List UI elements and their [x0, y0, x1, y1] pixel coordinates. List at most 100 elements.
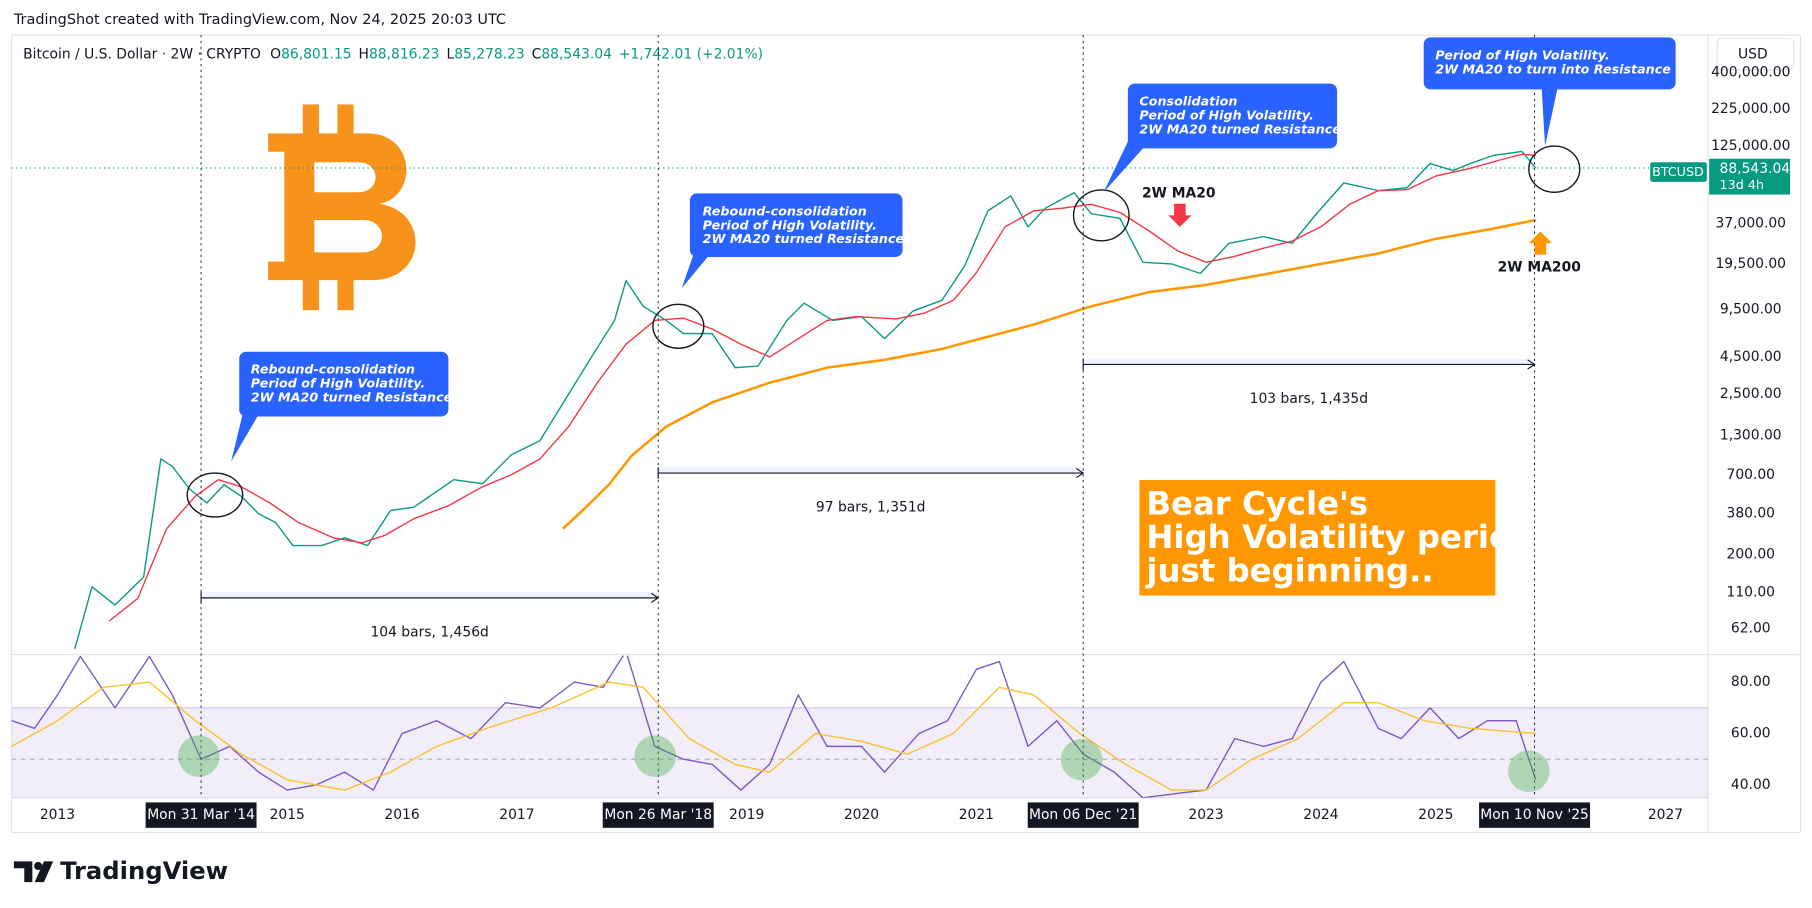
x-tick-label: 2019: [729, 807, 764, 823]
currency: USD: [1738, 47, 1768, 63]
y-tick-label: 4,500.00: [1720, 349, 1782, 365]
y-tick-label: 9,500.00: [1720, 302, 1782, 318]
brand-logo: [13, 861, 54, 883]
callout-text: 2W MA20 turned Resistance.: [1139, 121, 1345, 136]
series-line: [562, 218, 1536, 530]
y-tick-label: 400,000.00: [1711, 64, 1790, 80]
callout-text: Period of High Volatility.: [251, 376, 425, 391]
x-tick-label: 2021: [959, 807, 994, 823]
ma-label: 2W MA200: [1498, 259, 1581, 275]
callout-shapes: [231, 37, 1676, 462]
callout-text: 2W MA20 turned Resistance.: [251, 389, 457, 404]
callout-text: Period of High Volatility.: [1435, 47, 1609, 62]
note-text: Bear Cycle's: [1146, 484, 1368, 522]
marker-box: [602, 802, 714, 828]
arrow-down: [1168, 203, 1192, 227]
y-tick-label: 2,500.00: [1720, 386, 1782, 402]
callout-text: Period of High Volatility.: [703, 217, 877, 232]
callout-text: Consolidation: [1139, 94, 1237, 109]
note-text: just beginning..: [1144, 551, 1433, 589]
y-tick-label: 200.00: [1727, 546, 1776, 562]
range-arrow: [1075, 467, 1085, 479]
ohlc-key: H: [359, 47, 369, 63]
x-tick-label: 2017: [499, 807, 534, 823]
x-tick-label: 2020: [844, 807, 879, 823]
ma-label: 2W MA20: [1142, 185, 1216, 201]
change: +1,742.01 (+2.01%): [619, 47, 763, 63]
ohlc-key: O: [270, 47, 281, 63]
symbol-tag: [1650, 162, 1707, 182]
y-tick-label: 60.00: [1731, 726, 1771, 742]
symbol: Bitcoin / U.S. Dollar · 2W · CRYPTO: [23, 47, 261, 63]
ohlc-value: 88,816.23: [369, 47, 440, 63]
ohlc-key: L: [446, 47, 454, 63]
x-tick-label: 2023: [1188, 807, 1223, 823]
arrow-up: [1528, 231, 1552, 255]
y-tick-label: 40.00: [1731, 777, 1771, 793]
y-tick-label: 110.00: [1727, 584, 1776, 600]
ohlc-value: 85,278.23: [454, 47, 525, 63]
series-line: [11, 681, 1536, 791]
y-tick-label: 125,000.00: [1711, 138, 1790, 154]
rsi-pane: [11, 655, 1708, 798]
symbol-line: Bitcoin / U.S. Dollar · 2W · CRYPTO O86,8…: [23, 47, 763, 63]
y-tick-label: 19,500.00: [1715, 256, 1786, 272]
y-tick-label: 380.00: [1727, 506, 1776, 522]
note-text: High Volatility period: [1146, 518, 1534, 556]
range-arrow: [650, 592, 660, 603]
highlight-ellipses: [186, 145, 1581, 518]
marker-box: [145, 802, 257, 828]
series-line: [108, 153, 1536, 622]
y-tick-label: 62.00: [1731, 621, 1771, 637]
marker-label: Mon 06 Dec '21: [1029, 807, 1137, 823]
range-fill: [658, 467, 1084, 474]
marker-box: [1027, 802, 1139, 828]
series-line: [74, 150, 1537, 650]
x-tick-label: 2015: [270, 807, 305, 823]
price-tag-text: 88,543.04: [1720, 161, 1791, 177]
marker-box: [1479, 802, 1591, 828]
symbol-tag-text: BTCUSD: [1652, 164, 1704, 179]
y-tick-label: 1,300.00: [1720, 428, 1782, 444]
range-label: 103 bars, 1,435d: [1250, 391, 1368, 407]
range-label: 104 bars, 1,456d: [370, 625, 488, 641]
callout-text: Rebound-consolidation: [703, 203, 867, 218]
price-pane: [11, 150, 1708, 650]
note-box: [1139, 480, 1496, 596]
y-tick-label: 80.00: [1731, 674, 1771, 690]
ohlc-value: 88,543.04: [541, 47, 612, 63]
y-tick-label: 37,000.00: [1715, 215, 1786, 231]
x-tick-label: 2027: [1648, 807, 1683, 823]
rsi-band: [11, 707, 1708, 798]
countdown: 13d 4h: [1720, 177, 1764, 192]
price-tag: [1709, 158, 1791, 195]
callout-text: Period of High Volatility.: [1139, 107, 1313, 122]
currency-box[interactable]: [1716, 37, 1795, 71]
x-tick-label: 2024: [1303, 807, 1338, 823]
marker-label: Mon 31 Mar '14: [147, 807, 255, 823]
callout-text: 2W MA20 turned Resistance.: [703, 231, 909, 246]
range-fill: [201, 592, 659, 598]
callout-text: Rebound-consolidation: [251, 362, 415, 377]
range-label: 97 bars, 1,351d: [816, 500, 926, 516]
chart-frame: [10, 34, 1802, 834]
watermark: TradingShot created with TradingView.com…: [13, 12, 506, 28]
marker-label: Mon 26 Mar '18: [604, 807, 712, 823]
ohlc-key: C: [532, 47, 542, 63]
range-fill: [1083, 358, 1535, 365]
callout-text: 2W MA20 to turn into Resistance ??: [1435, 61, 1690, 76]
range-arrow: [1527, 359, 1536, 370]
marker-label: Mon 10 Nov '25: [1480, 807, 1589, 823]
series-line: [11, 655, 1537, 798]
overlay: Mon 31 Mar '14 Mon 26 Mar '18 Mon 06 Dec '…: [145, 35, 1591, 828]
x-tick-label: 2025: [1418, 807, 1453, 823]
y-tick-label: 225,000.00: [1711, 101, 1790, 117]
x-tick-label: 2016: [384, 807, 419, 823]
brand: TradingView: [60, 856, 228, 885]
x-tick-label: 2013: [40, 807, 75, 823]
y-tick-label: 700.00: [1727, 467, 1776, 483]
bitcoin-logo: [268, 104, 416, 311]
ohlc-value: 86,801.15: [281, 47, 352, 63]
